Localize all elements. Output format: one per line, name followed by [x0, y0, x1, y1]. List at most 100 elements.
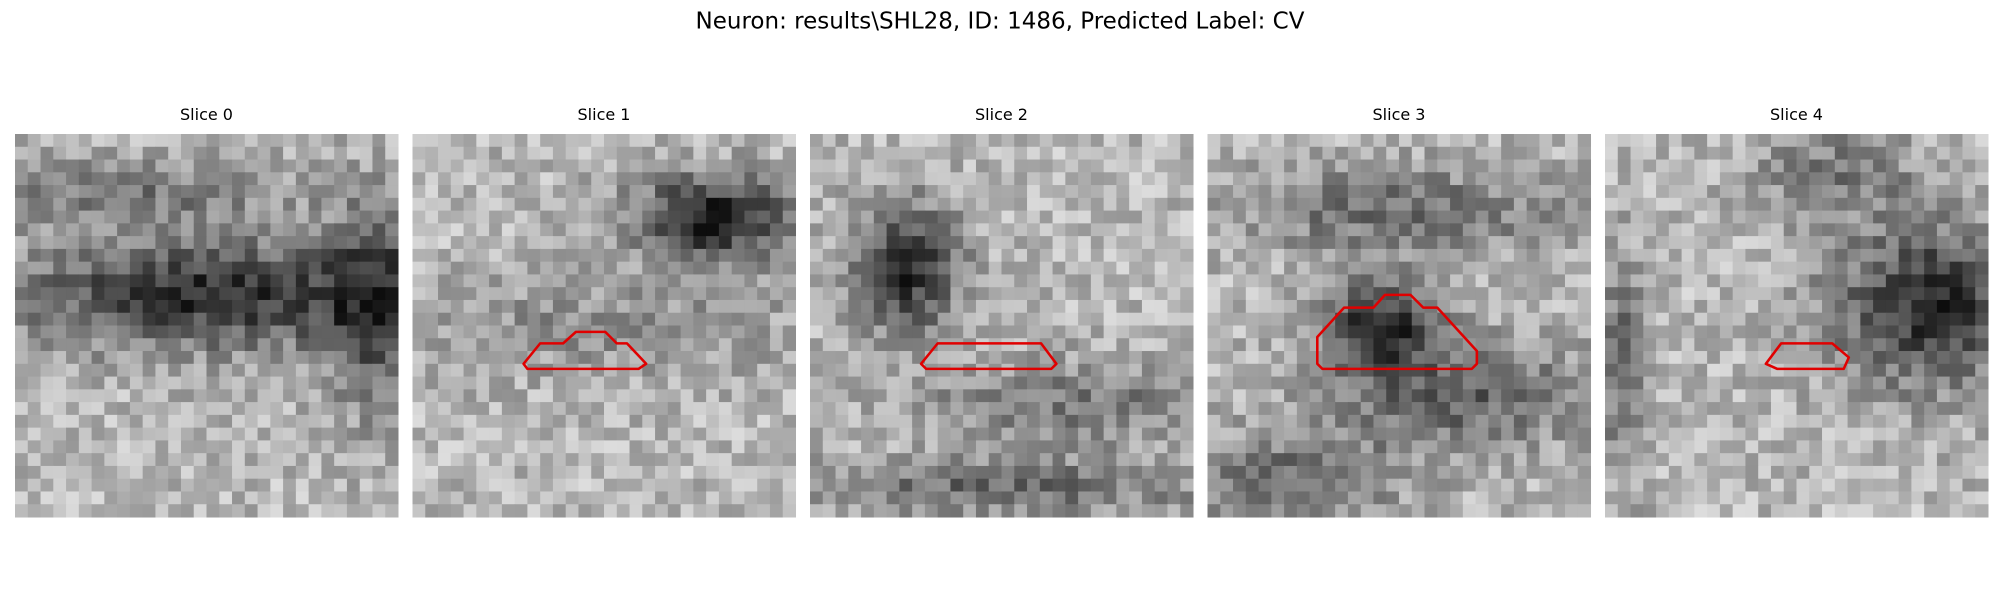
pixel: [1809, 248, 1823, 263]
pixel: [27, 440, 42, 454]
pixel: [15, 274, 29, 288]
pixel: [924, 134, 939, 148]
pixel: [1564, 453, 1579, 467]
pixel: [886, 504, 900, 518]
pixel: [540, 146, 554, 161]
pixel: [1758, 248, 1772, 263]
pixel: [1630, 453, 1644, 467]
pixel: [1617, 236, 1632, 250]
pixel: [1103, 159, 1117, 173]
pixel: [1770, 274, 1785, 288]
pixel: [1962, 440, 1976, 454]
slice-image: [1207, 134, 1592, 518]
pixel: [1386, 261, 1400, 275]
pixel: [950, 236, 964, 250]
pixel: [1539, 414, 1553, 429]
pixel: [476, 287, 490, 301]
pixel: [1975, 197, 1989, 212]
pixel: [244, 210, 259, 224]
pixel: [501, 236, 516, 250]
pixel: [706, 376, 720, 390]
pixel: [616, 172, 631, 186]
pixel: [1962, 261, 1976, 275]
pixel: [244, 261, 259, 275]
pixel: [1220, 504, 1234, 518]
pixel: [848, 491, 862, 505]
pixel: [27, 465, 42, 480]
pixel: [1335, 223, 1349, 237]
pixel: [1770, 172, 1785, 186]
pixel: [232, 491, 246, 505]
pixel: [385, 478, 399, 492]
pixel: [565, 287, 579, 301]
pixel: [1001, 299, 1015, 314]
pixel: [1513, 478, 1528, 492]
pixel: [988, 261, 1003, 275]
pixel: [937, 440, 951, 454]
pixel: [565, 478, 579, 492]
pixel: [193, 389, 208, 403]
pixel: [1027, 287, 1041, 301]
pixel: [1052, 146, 1066, 161]
pixel: [1681, 159, 1695, 173]
pixel: [1564, 504, 1579, 518]
pixel: [1052, 261, 1066, 275]
pixel: [129, 210, 144, 224]
pixel: [1681, 363, 1695, 378]
pixel: [1539, 491, 1553, 505]
pixel: [334, 223, 348, 237]
pixel: [1513, 414, 1528, 429]
pixel: [244, 312, 259, 327]
pixel: [591, 478, 605, 492]
pixel: [283, 185, 297, 199]
pixel: [1911, 414, 1925, 429]
pixel: [1643, 210, 1657, 224]
pixel: [1271, 325, 1285, 339]
pixel: [1860, 312, 1874, 327]
roi-contour: [522, 330, 648, 371]
pixel: [1271, 159, 1285, 173]
pixel: [117, 453, 131, 467]
pixel: [1399, 351, 1413, 365]
pixel: [835, 504, 849, 518]
pixel: [514, 465, 528, 480]
pixel: [1220, 299, 1234, 314]
pixel: [1450, 491, 1464, 505]
pixel: [476, 197, 490, 212]
pixel: [155, 185, 169, 199]
pixel: [693, 261, 707, 275]
pixel: [91, 491, 105, 505]
pixel: [810, 504, 824, 518]
pixel: [1078, 261, 1092, 275]
pixel: [206, 185, 220, 199]
pixel: [425, 312, 439, 327]
pixel: [270, 414, 284, 429]
pixel: [988, 363, 1003, 378]
pixel: [155, 440, 169, 454]
pixel: [438, 146, 452, 161]
pixel: [346, 312, 361, 327]
pixel: [1258, 325, 1272, 339]
pixel: [782, 299, 797, 314]
pixel: [886, 414, 900, 429]
pixel: [1668, 504, 1683, 518]
pixel: [1488, 312, 1502, 327]
pixel: [1643, 274, 1657, 288]
pixel: [206, 261, 220, 275]
pixel: [1758, 236, 1772, 250]
pixel: [1014, 159, 1028, 173]
pixel: [308, 248, 322, 263]
pixel: [873, 465, 888, 480]
pixel: [372, 159, 386, 173]
pixel: [1552, 210, 1566, 224]
pixel: [321, 172, 335, 186]
pixel: [604, 172, 618, 186]
pixel: [950, 376, 964, 390]
pixel: [848, 325, 862, 339]
pixel: [346, 287, 361, 301]
pixel: [193, 299, 208, 314]
pixel: [578, 134, 592, 148]
pixel: [1577, 146, 1592, 161]
pixel: [1001, 287, 1015, 301]
pixel: [244, 159, 259, 173]
